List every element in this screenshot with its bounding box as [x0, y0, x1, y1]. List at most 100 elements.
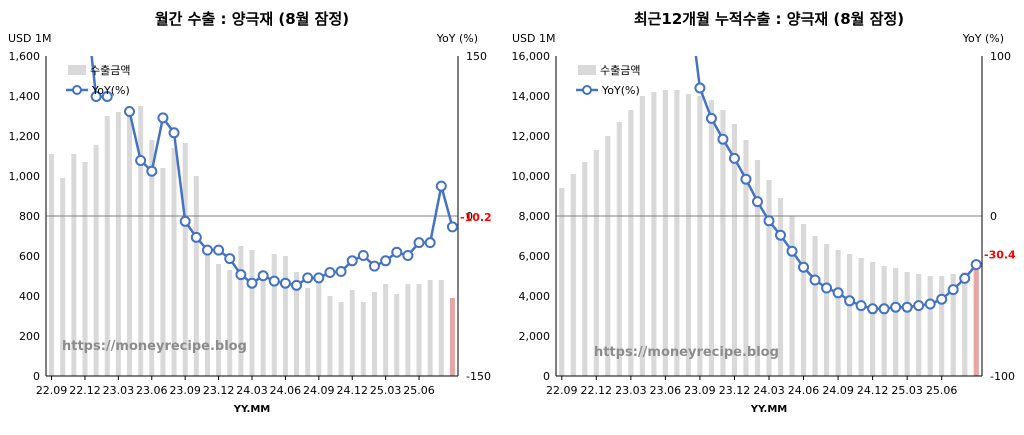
yoy-point	[391, 246, 403, 258]
left-tick-label: 1,600	[9, 50, 41, 63]
yoy-point	[751, 196, 763, 208]
bar	[360, 302, 366, 376]
x-tick-label: 24.12	[857, 384, 889, 397]
yoy-point	[821, 282, 833, 294]
bar	[800, 224, 807, 376]
left-tick-label: 16,000	[512, 50, 551, 63]
bar	[227, 270, 233, 376]
bar	[82, 162, 88, 376]
x-tick-label: 22.12	[69, 384, 101, 397]
left-tick-label: 14,000	[512, 90, 551, 103]
right-tick-label: 150	[466, 50, 487, 63]
x-tick-label: 24.06	[270, 384, 302, 397]
left-tick-label: 2,000	[519, 330, 551, 343]
yoy-point	[786, 245, 798, 257]
bar	[338, 302, 344, 376]
yoy-point	[124, 105, 136, 117]
bar	[327, 296, 333, 376]
yoy-point	[446, 221, 458, 233]
bar	[449, 298, 455, 376]
yoy-point	[346, 255, 358, 267]
bar	[104, 116, 110, 376]
bar	[777, 198, 784, 376]
x-tick-label: 25.03	[891, 384, 923, 397]
left-tick-label: 600	[19, 250, 40, 263]
left-axis-unit: USD 1M	[8, 32, 52, 45]
bar	[939, 276, 945, 376]
x-tick-label: 25.06	[403, 384, 435, 397]
yoy-point	[90, 91, 102, 103]
bar	[893, 268, 899, 376]
yoy-point	[190, 231, 202, 243]
bar	[160, 168, 166, 376]
yoy-point	[291, 279, 303, 291]
x-tick-label: 24.09	[822, 384, 854, 397]
bar	[973, 270, 979, 376]
legend-bar-swatch	[68, 65, 86, 75]
bar	[962, 272, 968, 376]
bar	[282, 256, 288, 376]
bar	[93, 145, 99, 376]
bar	[708, 100, 715, 376]
yoy-series	[694, 56, 982, 315]
bar	[127, 112, 133, 376]
bar	[249, 250, 255, 376]
yoy-point	[890, 301, 902, 313]
bar	[115, 112, 121, 376]
left-tick-label: 8,000	[519, 210, 551, 223]
yoy-point	[832, 287, 844, 299]
x-tick-label: 25.06	[926, 384, 958, 397]
bar	[71, 154, 77, 376]
yoy-point	[335, 265, 347, 277]
yoy-point	[705, 112, 717, 124]
bar	[383, 284, 389, 376]
yoy-point	[970, 259, 982, 271]
left-tick-label: 0	[543, 370, 550, 383]
bar	[870, 262, 876, 376]
yoy-point	[213, 244, 225, 256]
yoy-point	[313, 272, 325, 284]
left-tick-label: 400	[19, 290, 40, 303]
yoy-point	[146, 165, 158, 177]
yoy-point	[357, 249, 369, 261]
bar	[349, 290, 355, 376]
bar	[697, 96, 703, 376]
bar	[927, 276, 933, 376]
left-tick-label: 800	[19, 210, 40, 223]
yoy-point	[694, 82, 706, 94]
bar	[881, 266, 887, 376]
watermark: https://moneyrecipe.blog	[594, 345, 779, 360]
bar	[60, 178, 66, 376]
bar	[570, 174, 576, 376]
bar	[416, 284, 422, 376]
left-tick-label: 0	[33, 370, 40, 383]
yoy-point	[936, 293, 948, 305]
right-axis-unit: YoY (%)	[436, 32, 478, 45]
left-tick-label: 1,200	[9, 130, 41, 143]
bar	[405, 284, 411, 376]
yoy-point	[235, 269, 247, 281]
monthly-export-chart: 월간 수출 : 양극재 (8월 잠정) USD 1M YoY (%) 0 200 400 6…	[8, 10, 492, 415]
legend-line-label: YoY(%)	[91, 84, 130, 97]
yoy-point	[855, 300, 867, 312]
yoy-point	[201, 244, 213, 256]
yoy-point	[324, 267, 336, 279]
yoy-point	[179, 215, 191, 227]
yoy-point	[775, 229, 787, 241]
bar	[743, 140, 749, 376]
bar	[731, 124, 738, 376]
bar	[916, 274, 922, 376]
yoy-point	[959, 272, 971, 284]
x-tick-label: 24.03	[236, 384, 268, 397]
yoy-series	[90, 56, 458, 291]
left-tick-label: 1,400	[9, 90, 41, 103]
bar	[427, 280, 433, 376]
yoy-point	[901, 301, 913, 313]
x-tick-label: 22.09	[546, 384, 578, 397]
bar	[182, 143, 188, 376]
bar	[628, 110, 634, 376]
bar	[904, 272, 910, 376]
chart-title: 월간 수출 : 양극재 (8월 잠정)	[155, 10, 349, 28]
x-tick-label: 23.06	[650, 384, 682, 397]
